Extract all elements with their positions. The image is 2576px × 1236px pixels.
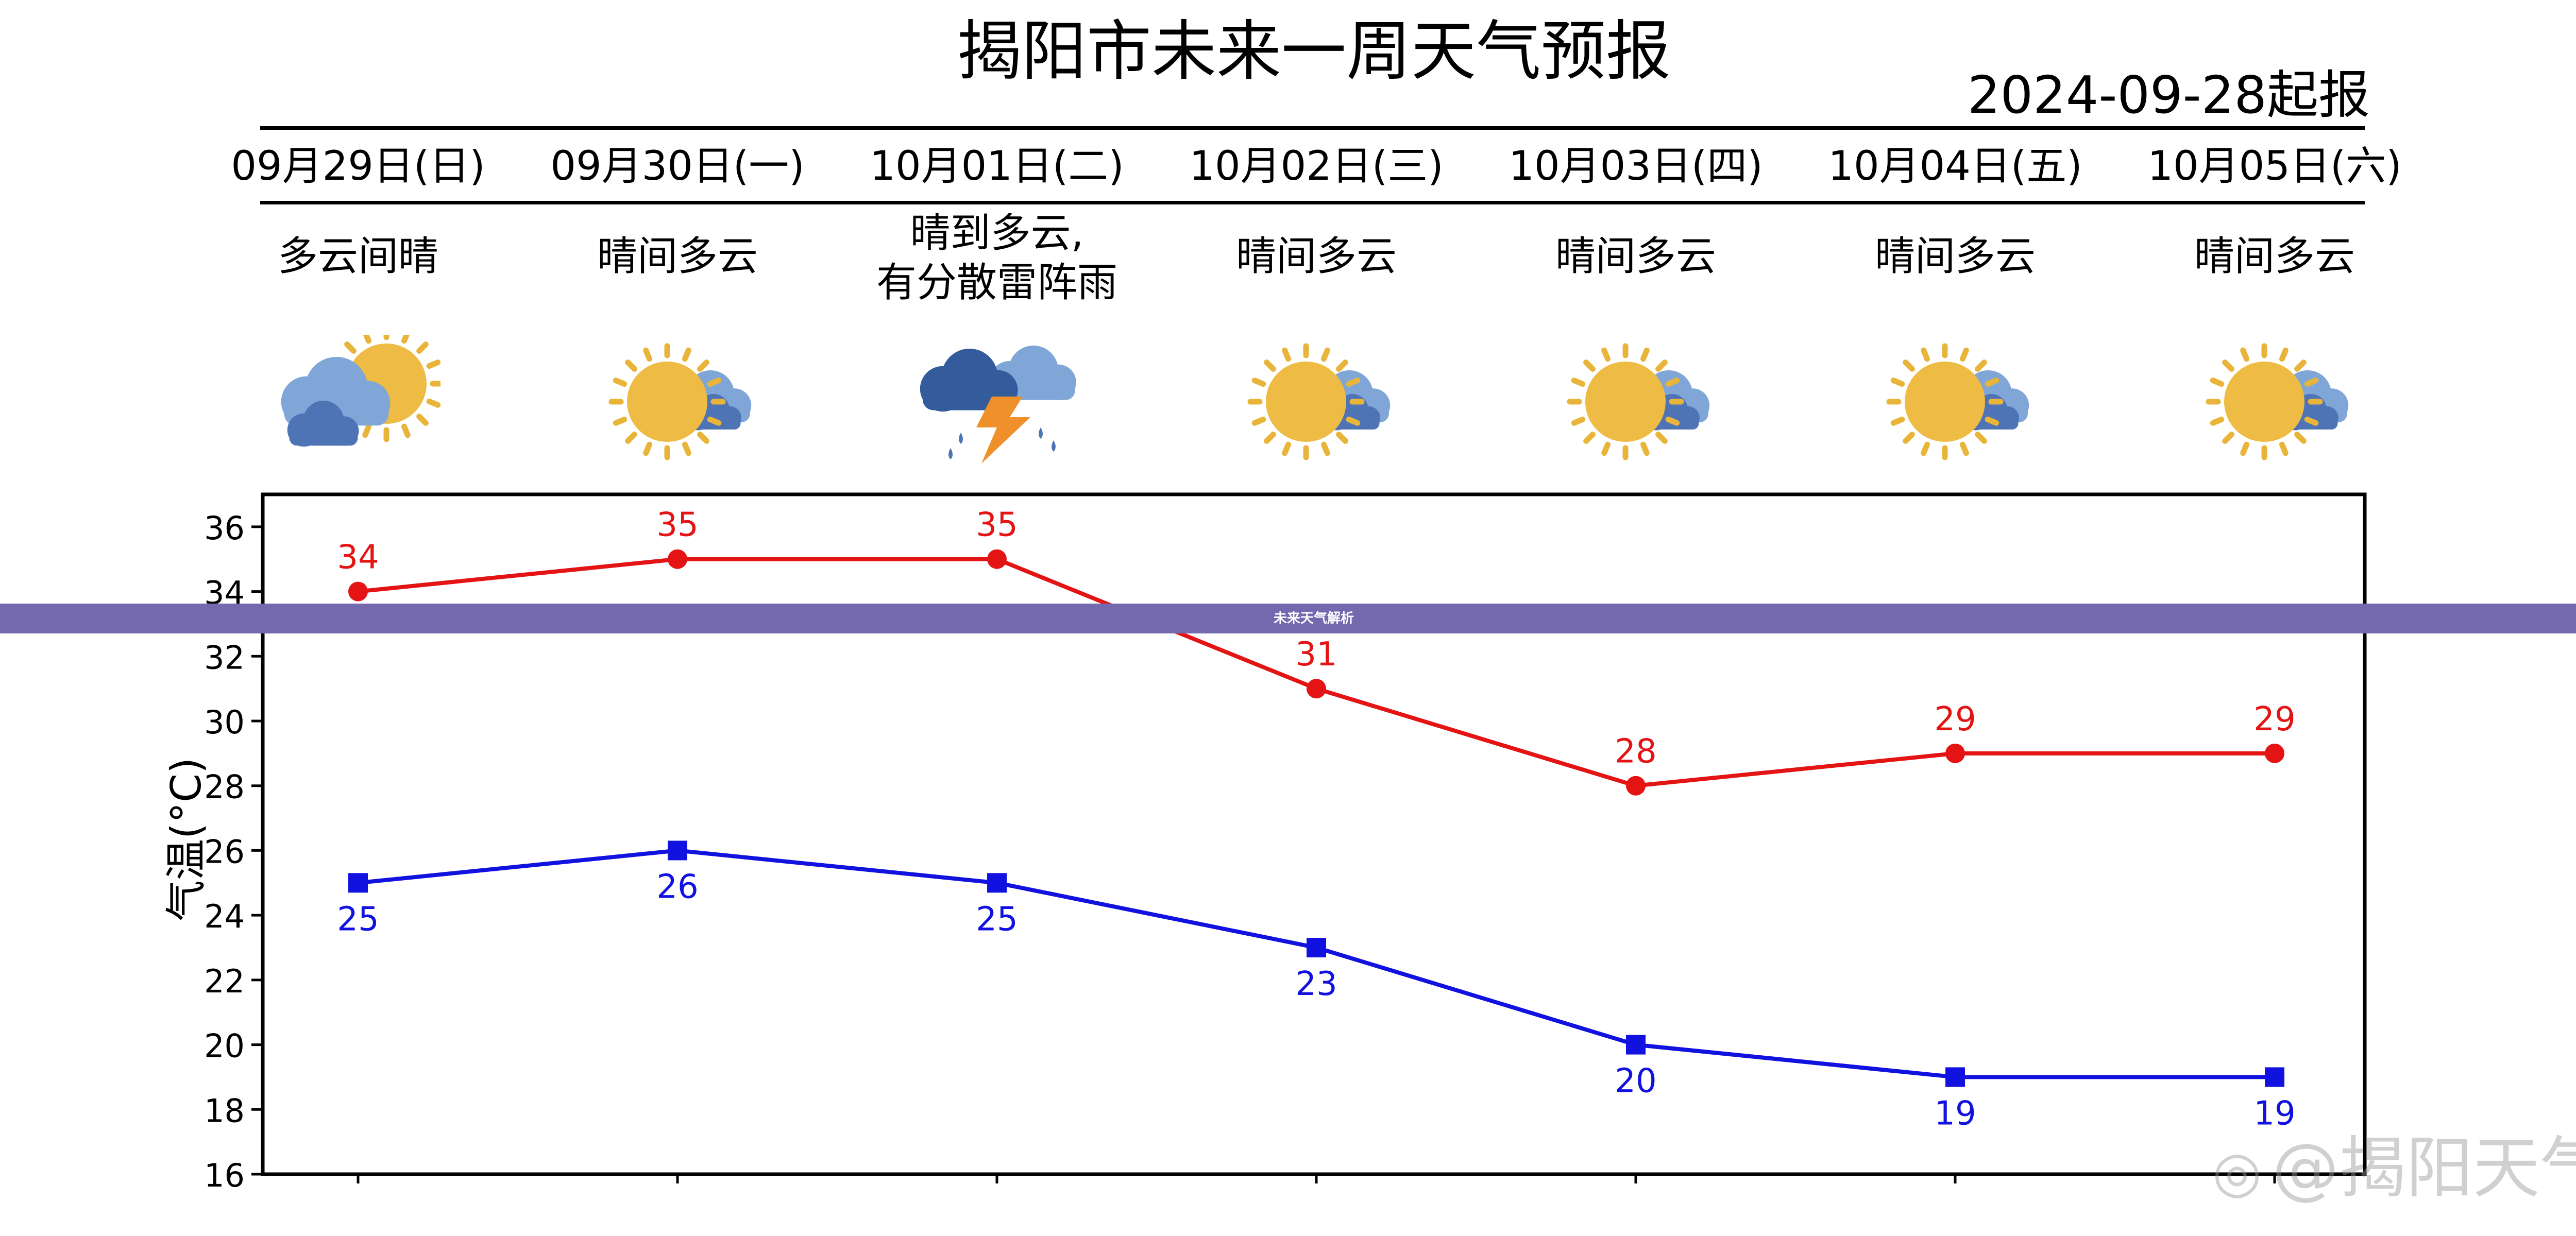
y-tick-label: 32 bbox=[204, 639, 245, 676]
low-temp-line bbox=[358, 848, 2275, 1079]
day-date: 10月05日(六) bbox=[2147, 143, 2402, 190]
day-condition: 晴间多云 bbox=[1874, 233, 2036, 280]
watermark-text: @揭阳天气 bbox=[2272, 1129, 2576, 1207]
high-temp-label: 29 bbox=[1934, 700, 1976, 739]
low-temp-point bbox=[987, 873, 1007, 893]
sun-cloud-icon bbox=[1886, 343, 2029, 460]
day-date: 10月02日(三) bbox=[1189, 143, 1444, 190]
low-temp-label: 19 bbox=[1934, 1094, 1976, 1132]
low-temp-label: 20 bbox=[1615, 1062, 1656, 1101]
high-temp-point bbox=[1307, 679, 1326, 699]
day-date: 10月04日(五) bbox=[1828, 143, 2082, 190]
low-temp-point bbox=[1626, 1035, 1646, 1055]
day-condition: 晴到多云, 有分散雷阵雨 bbox=[876, 210, 1117, 306]
issued-date: 2024-09-28起报 bbox=[1967, 65, 2370, 125]
low-temp-point bbox=[668, 840, 687, 861]
day-condition: 晴间多云 bbox=[1555, 233, 1716, 280]
y-tick-label: 22 bbox=[204, 963, 245, 1000]
y-tick-label: 28 bbox=[204, 768, 245, 806]
weibo-logo-icon: ◎ bbox=[2212, 1139, 2262, 1205]
low-temp-label: 25 bbox=[976, 900, 1018, 938]
y-tick-label: 36 bbox=[204, 509, 245, 547]
sun-cloud-icon bbox=[1247, 343, 1391, 460]
day-condition: 晴间多云 bbox=[1235, 233, 1397, 280]
high-temp-point bbox=[987, 549, 1007, 569]
low-temp-label: 19 bbox=[2253, 1094, 2295, 1132]
day-date: 09月29日(日) bbox=[231, 143, 485, 190]
y-tick-label: 24 bbox=[204, 898, 245, 935]
thunderstorm-icon bbox=[920, 346, 1076, 464]
day-date: 10月01日(二) bbox=[870, 143, 1124, 190]
sun-cloud-icon bbox=[608, 343, 752, 460]
high-temp-point bbox=[1626, 776, 1646, 796]
header-rule-bottom bbox=[260, 201, 2365, 204]
sun-cloud-icon bbox=[1567, 343, 1710, 460]
day-condition: 晴间多云 bbox=[597, 233, 758, 280]
header-rule-top bbox=[260, 126, 2365, 130]
day-date: 10月03日(四) bbox=[1509, 143, 1763, 190]
y-tick-label: 30 bbox=[204, 703, 245, 741]
low-temp-point bbox=[1307, 938, 1326, 957]
y-tick-label: 16 bbox=[204, 1157, 245, 1194]
chart-title: 揭阳市未来一周天气预报 bbox=[957, 13, 1671, 89]
high-temp-label: 35 bbox=[656, 506, 698, 544]
y-tick-label: 20 bbox=[204, 1027, 245, 1065]
low-temp-label: 26 bbox=[656, 868, 698, 906]
high-temp-point bbox=[1945, 743, 1965, 763]
high-temp-label: 34 bbox=[337, 539, 379, 577]
overlay-band: 未来天气解析 bbox=[0, 604, 2576, 633]
y-axis-label: 气温(°C) bbox=[162, 757, 210, 922]
high-temp-point bbox=[348, 581, 368, 602]
high-temp-label: 28 bbox=[1615, 733, 1656, 771]
low-temp-label: 23 bbox=[1295, 965, 1337, 1003]
day-date: 09月30日(一) bbox=[550, 143, 805, 190]
y-tick-label: 18 bbox=[204, 1092, 245, 1129]
day-condition: 晴间多云 bbox=[2194, 233, 2355, 280]
low-temp-point bbox=[348, 873, 368, 893]
low-temp-point bbox=[2265, 1067, 2284, 1087]
high-temp-label: 35 bbox=[976, 506, 1018, 544]
watermark: ◎ @揭阳天气 bbox=[2212, 1129, 2576, 1210]
high-temp-label: 29 bbox=[2253, 700, 2295, 739]
low-temp-point bbox=[1945, 1067, 1965, 1087]
sun-cloud-icon bbox=[2206, 343, 2349, 460]
day-condition: 多云间晴 bbox=[277, 233, 438, 280]
y-tick-label: 26 bbox=[204, 833, 245, 870]
cloud-sun-icon bbox=[281, 335, 440, 447]
high-temp-label: 31 bbox=[1295, 636, 1337, 674]
high-temp-point bbox=[668, 549, 687, 569]
low-temp-label: 25 bbox=[337, 900, 379, 938]
plot-frame bbox=[261, 492, 2367, 1176]
high-temp-point bbox=[2265, 743, 2284, 763]
